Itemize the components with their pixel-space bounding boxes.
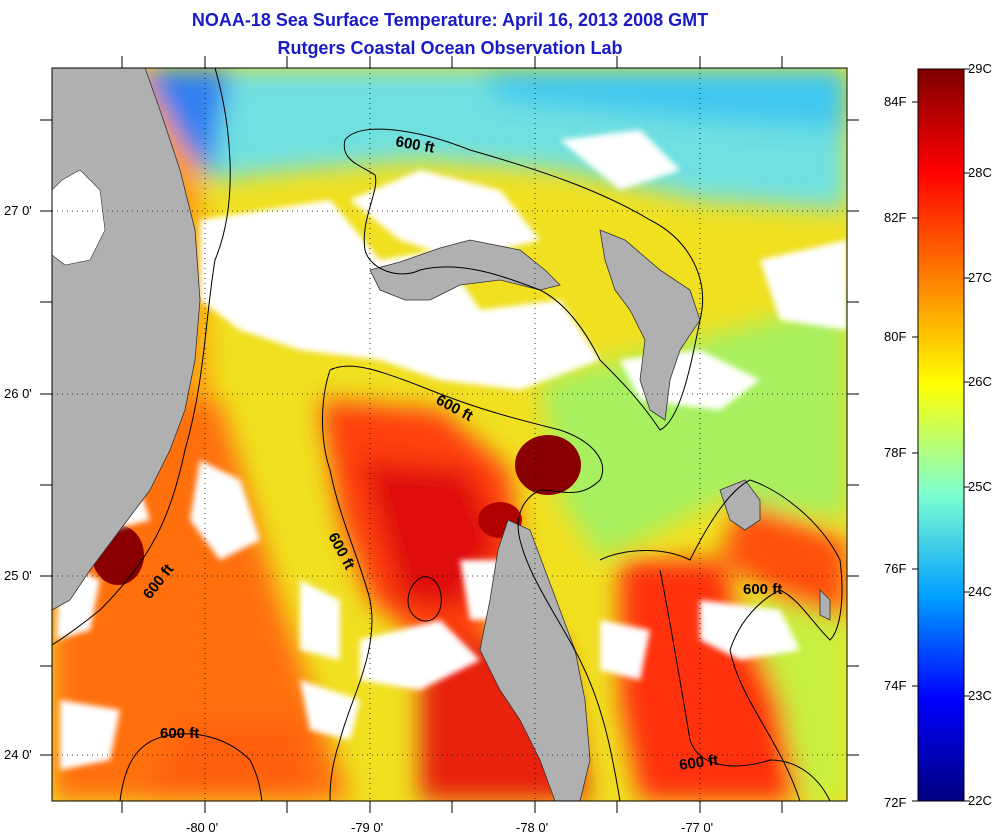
lat-label-25: 25 0' [4,568,32,583]
lat-label-26: 26 0' [4,386,32,401]
contour-label-group-2: 600 ft [678,752,719,774]
colorbar-fahrenheit-label: 78F [884,445,907,460]
colorbar-celsius-label: 29C [968,61,992,76]
warm-eddy [515,435,581,495]
colorbar-fahrenheit-label: 72F [884,795,907,810]
colorbar-celsius-label: 24C [968,584,992,599]
colorbar-celsius-label: 25C [968,479,992,494]
contour-label-southeast: 600 ft [678,752,719,774]
eleuthera-land [719,479,761,531]
map-ticks [40,56,859,813]
map-frame [51,67,848,802]
contour-label: 600 ft [743,581,782,598]
graticule [52,68,847,801]
contour-label: 600 ft [160,725,199,742]
map-title: NOAA-18 Sea Surface Temperature: April 1… [191,10,709,30]
lon-label-78: -78 0' [516,820,549,835]
contour-exuma-sound [599,479,843,801]
lon-label-79: -79 0' [351,820,384,835]
lon-label-77: -77 0' [681,820,714,835]
contour-florida-strait [52,68,231,646]
colorbar-fahrenheit-label: 74F [884,678,907,693]
contour-small-loop [407,576,442,622]
colorbar-fahrenheit-label: 84F [884,94,907,109]
contour-southeast [659,569,831,801]
colorbar-celsius-label: 27C [968,270,992,285]
contour-central-tongue [322,369,373,801]
colorbar-ticks [912,68,970,802]
colorbar-celsius-label: 26C [968,374,992,389]
map-subtitle: Rutgers Coastal Ocean Observation Lab [277,38,623,58]
contour-label: 600 ft [394,133,436,157]
colorbar-celsius-label: 22C [968,793,992,808]
cat-island-land [819,589,831,621]
andros-land [479,519,591,801]
abaco-land [599,229,701,421]
colorbar-fahrenheit-label: 76F [884,561,907,576]
colorbar [917,68,965,802]
isobath-contours [52,68,843,801]
contour-south-west [119,733,263,801]
colorbar-fahrenheit-label: 82F [884,210,907,225]
lon-label-80: -80 0' [186,820,219,835]
contour-great-bahama-bank-west [329,365,621,801]
colorbar-celsius-label: 28C [968,165,992,180]
contour-little-bahama-bank [343,128,704,431]
lat-label-24: 24 0' [4,747,32,762]
lat-label-27: 27 0' [4,203,32,218]
colorbar-fahrenheit-label: 80F [884,329,907,344]
map-area [52,68,847,801]
lake-okeechobee [52,169,106,266]
grand-bahama-land [369,239,561,301]
colorbar-celsius-label: 23C [968,688,992,703]
